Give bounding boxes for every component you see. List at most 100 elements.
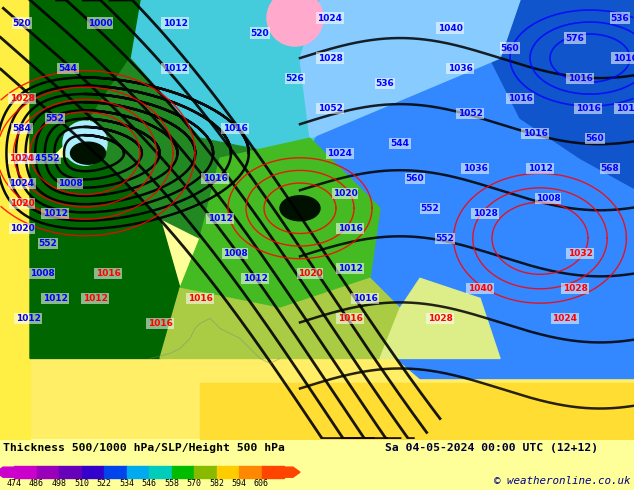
Text: 1016: 1016 [612, 53, 634, 63]
Text: 520: 520 [250, 28, 269, 38]
Polygon shape [160, 278, 400, 359]
Polygon shape [380, 278, 500, 359]
Ellipse shape [70, 142, 105, 164]
Text: 534: 534 [119, 479, 134, 488]
Text: 1016: 1016 [223, 123, 247, 133]
Text: 1028: 1028 [562, 284, 588, 293]
Text: 522: 522 [96, 479, 112, 488]
Text: 526: 526 [286, 74, 304, 83]
Text: 1016: 1016 [202, 174, 228, 183]
Text: 1012: 1012 [16, 314, 41, 323]
Text: 1004552: 1004552 [16, 154, 60, 163]
Text: 1020: 1020 [333, 189, 358, 198]
Bar [239, 466, 261, 478]
Text: 1016: 1016 [148, 319, 172, 328]
Text: 1016: 1016 [522, 129, 547, 138]
Text: 552: 552 [46, 114, 65, 122]
Text: 1024: 1024 [328, 148, 353, 158]
Text: 1016: 1016 [567, 74, 592, 83]
Text: 1032: 1032 [567, 249, 592, 258]
Text: 552: 552 [39, 239, 57, 248]
Text: 1020: 1020 [10, 199, 34, 208]
Bar [127, 466, 149, 478]
Text: 1052: 1052 [318, 104, 342, 113]
Text: 558: 558 [164, 479, 179, 488]
Text: 1016: 1016 [96, 269, 120, 278]
Text: 1040: 1040 [467, 284, 493, 293]
Text: 510: 510 [74, 479, 89, 488]
Text: 1028: 1028 [318, 53, 342, 63]
Bar [59, 466, 82, 478]
Text: © weatheronline.co.uk: © weatheronline.co.uk [495, 476, 631, 486]
Text: 1020: 1020 [297, 269, 322, 278]
Text: 1012: 1012 [82, 294, 107, 303]
Text: 1012: 1012 [337, 264, 363, 273]
Text: 568: 568 [600, 164, 619, 172]
Text: 1012: 1012 [42, 294, 67, 303]
Text: 536: 536 [375, 78, 394, 88]
Ellipse shape [280, 196, 320, 221]
Text: 1016: 1016 [353, 294, 377, 303]
Text: 552: 552 [436, 234, 455, 243]
Bar [216, 466, 239, 478]
Text: 546: 546 [141, 479, 157, 488]
Text: 606: 606 [254, 479, 269, 488]
Text: 570: 570 [186, 479, 202, 488]
Polygon shape [130, 0, 350, 158]
Polygon shape [90, 58, 300, 238]
Text: 1024: 1024 [10, 154, 34, 163]
Text: 1008: 1008 [58, 179, 82, 188]
Text: 1016: 1016 [337, 314, 363, 323]
Text: 486: 486 [29, 479, 44, 488]
Bar [37, 466, 59, 478]
Polygon shape [180, 138, 380, 308]
Text: 1016: 1016 [337, 224, 363, 233]
Text: 1024: 1024 [318, 14, 342, 23]
Text: 560: 560 [406, 174, 424, 183]
Text: 520: 520 [13, 19, 31, 27]
Text: 1024: 1024 [10, 179, 34, 188]
Text: 560: 560 [501, 44, 519, 52]
Circle shape [267, 0, 323, 46]
Text: 498: 498 [51, 479, 67, 488]
Text: 544: 544 [58, 64, 77, 73]
Text: 474: 474 [6, 479, 22, 488]
Text: 1012: 1012 [162, 64, 188, 73]
Text: 1016: 1016 [616, 104, 634, 113]
Bar [82, 466, 104, 478]
Text: 1012: 1012 [162, 19, 188, 27]
Text: 594: 594 [231, 479, 247, 488]
Text: 536: 536 [611, 14, 630, 23]
Bar [149, 466, 172, 478]
Text: 1024: 1024 [552, 314, 578, 323]
Bar [261, 466, 284, 478]
Bar [172, 466, 194, 478]
Text: 1020: 1020 [10, 224, 34, 233]
Text: 560: 560 [586, 134, 604, 143]
Polygon shape [300, 0, 520, 138]
Text: 1016: 1016 [576, 104, 600, 113]
Text: 1012: 1012 [527, 164, 552, 172]
Polygon shape [310, 0, 634, 378]
Text: 1036: 1036 [448, 64, 472, 73]
Bar [104, 466, 127, 478]
Text: 1000: 1000 [87, 19, 112, 27]
Text: 1028: 1028 [10, 94, 34, 102]
Text: 1008: 1008 [223, 249, 247, 258]
Text: 576: 576 [566, 33, 585, 43]
Text: 1008: 1008 [30, 269, 55, 278]
Text: 1012: 1012 [42, 209, 67, 218]
Text: 1008: 1008 [536, 194, 560, 203]
Text: 1012: 1012 [207, 214, 233, 223]
FancyArrow shape [0, 467, 14, 477]
Text: 1036: 1036 [463, 164, 488, 172]
Text: 552: 552 [420, 204, 439, 213]
Text: 1040: 1040 [437, 24, 462, 32]
Text: 584: 584 [13, 123, 32, 133]
FancyArrow shape [284, 467, 300, 477]
Text: 1028: 1028 [472, 209, 498, 218]
Text: 1016: 1016 [188, 294, 212, 303]
Circle shape [63, 121, 107, 165]
Text: 1028: 1028 [427, 314, 453, 323]
Text: 544: 544 [391, 139, 410, 147]
